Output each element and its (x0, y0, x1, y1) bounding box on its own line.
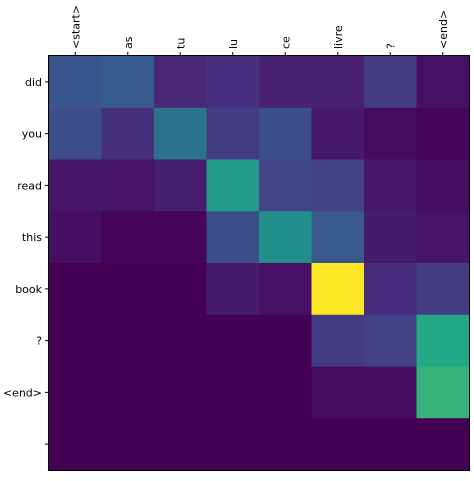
heatmap-cell (101, 56, 155, 109)
heatmap-cell (49, 159, 103, 212)
heatmap-cell (416, 418, 470, 471)
x-tick-label: <end> (437, 10, 450, 49)
heatmap-cell (311, 56, 365, 109)
x-tick-label: ce (279, 36, 292, 49)
heatmap-cell (101, 314, 155, 368)
heatmap-cell (154, 314, 208, 368)
heatmap-cell (154, 107, 208, 161)
heatmap-cell (206, 159, 260, 212)
heatmap-cell (49, 263, 103, 316)
heatmap-cell (416, 366, 470, 419)
y-tick-label: you (22, 128, 42, 141)
heatmap-cell (206, 366, 260, 419)
heatmap-cell (49, 314, 103, 368)
heatmap-cell (364, 211, 418, 264)
x-tick-label: as (122, 36, 135, 49)
y-tick-label: this (22, 231, 42, 244)
y-axis-ticks: did you read this book? <end> (3, 76, 49, 445)
heatmap-cell (364, 366, 418, 419)
y-tick-label: book (15, 283, 42, 296)
heatmap-cell (101, 107, 155, 161)
heatmap-cell (311, 366, 365, 419)
heatmap-cell (154, 159, 208, 212)
y-tick-label: <end> (3, 386, 42, 399)
heatmap-cell (416, 314, 470, 368)
heatmap-cell (154, 418, 208, 471)
x-axis-ticks: <start> as tu lu ce livre? <end> (69, 5, 450, 56)
heatmap-cell (154, 211, 208, 264)
heatmap-cell (311, 314, 365, 368)
heatmap-cell (49, 366, 103, 419)
heatmap-cell (416, 263, 470, 316)
heatmap-cell (364, 107, 418, 161)
heatmap-cell (206, 263, 260, 316)
heatmap-cell (101, 366, 155, 419)
heatmap-cell (49, 418, 103, 471)
heatmap-cell (101, 211, 155, 264)
heatmap-cell (364, 418, 418, 471)
x-tick-label: lu (227, 39, 240, 49)
heatmap-cell (416, 56, 470, 109)
y-tick-label: read (17, 179, 42, 192)
heatmap-cell (311, 263, 365, 316)
x-tick-label: livre (332, 25, 345, 49)
heatmap-cell (259, 107, 313, 161)
heatmap-cell (259, 56, 313, 109)
heatmap-cell (416, 107, 470, 161)
heatmap-cell (101, 263, 155, 316)
y-tick-label: did (25, 76, 42, 89)
heatmap-cell (259, 159, 313, 212)
heatmap-cell (154, 56, 208, 109)
heatmap-cell (311, 418, 365, 471)
heatmap-cell (416, 159, 470, 212)
heatmap-cell (311, 211, 365, 264)
heatmap-cell (364, 263, 418, 316)
heatmap-cell (101, 159, 155, 212)
plot-frame (48, 55, 470, 471)
heatmap-cell (49, 56, 103, 109)
heatmap-cell (154, 263, 208, 316)
heatmap-cell (364, 314, 418, 368)
heatmap-cell (49, 211, 103, 264)
heatmap-cell (311, 107, 365, 161)
heatmap-cell (206, 211, 260, 264)
heatmap-cell (364, 159, 418, 212)
heatmap-cells (49, 56, 470, 471)
heatmap-cell (311, 159, 365, 212)
x-tick-label: <start> (69, 5, 82, 49)
x-tick-label: ? (384, 43, 397, 49)
heatmap-cell (259, 211, 313, 264)
heatmap-cell (416, 211, 470, 264)
heatmap-cell (259, 314, 313, 368)
heatmap-cell (364, 56, 418, 109)
y-tick-label: ? (36, 335, 42, 348)
heatmap-cell (259, 263, 313, 316)
heatmap-cell (206, 314, 260, 368)
x-tick-label: tu (174, 38, 187, 49)
heatmap-cell (206, 107, 260, 161)
heatmap-cell (206, 56, 260, 109)
heatmap-cell (259, 366, 313, 419)
heatmap-cell (259, 418, 313, 471)
heatmap-cell (206, 418, 260, 471)
heatmap-cell (101, 418, 155, 471)
heatmap-cell (49, 107, 103, 161)
heatmap-cell (154, 366, 208, 419)
